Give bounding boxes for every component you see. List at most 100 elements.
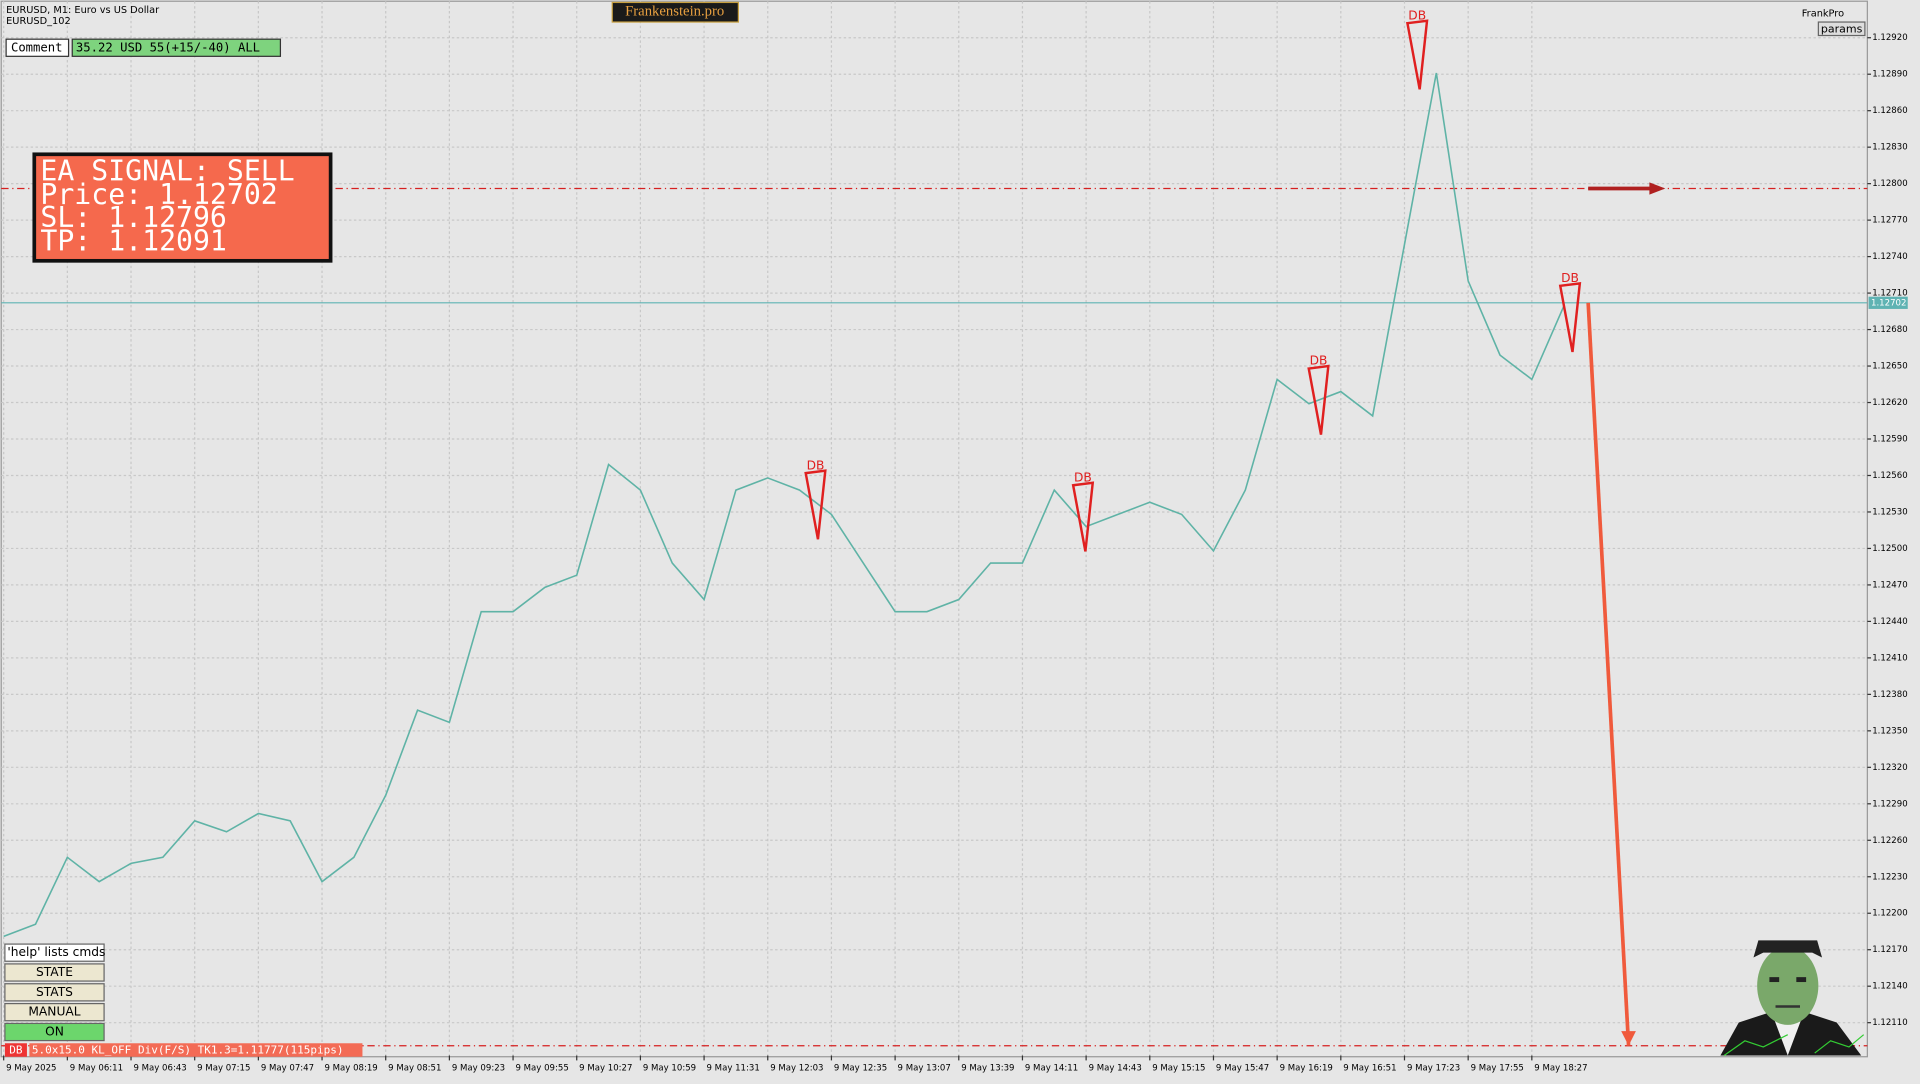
button-label[interactable]: STATS [36, 985, 73, 999]
x-tick-label: 9 May 13:39 [961, 1063, 1014, 1073]
signal-line: EA SIGNAL: SELL [40, 155, 294, 188]
signal-line: TP: 1.12091 [40, 224, 226, 257]
x-tick-label: 9 May 10:59 [643, 1063, 696, 1073]
brand-box [611, 1, 739, 23]
y-tick-label: 1.12200 [1872, 909, 1907, 919]
x-tick-label: 9 May 14:11 [1025, 1063, 1078, 1073]
signal-line: Price: 1.12702 [40, 178, 277, 211]
account: EURUSD_102 [6, 16, 71, 27]
mascot [1720, 940, 1865, 1057]
y-tick-label: 1.12230 [1872, 872, 1907, 882]
comment-box [71, 38, 282, 57]
y-tick-label: 1.12110 [1872, 1018, 1907, 1028]
plot-frame [0, 0, 1868, 1058]
price-line-series [3, 72, 1565, 938]
annotation: DB [1310, 354, 1328, 368]
x-tick-label: 9 May 13:07 [898, 1063, 951, 1073]
x-tick-label: 9 May 07:47 [261, 1063, 314, 1073]
y-tick-label: 1.12710 [1872, 289, 1907, 299]
annotation: DB [1561, 271, 1579, 285]
y-tick-label: 1.12380 [1872, 690, 1907, 700]
y-tick-label: 1.12140 [1872, 982, 1907, 992]
price-tag [1868, 296, 1908, 309]
x-tick-label: 9 May 14:43 [1089, 1063, 1142, 1073]
params-button[interactable] [1817, 21, 1866, 37]
x-tick-label: 9 May 11:31 [707, 1063, 760, 1073]
y-tick-label: 1.12920 [1872, 33, 1907, 43]
x-tick-label: 9 May 2025 [6, 1063, 56, 1073]
x-tick-label: 9 May 12:35 [834, 1063, 887, 1073]
y-tick-label: 1.12890 [1872, 70, 1907, 80]
y-tick-label: 1.12440 [1872, 617, 1907, 627]
button-label[interactable]: MANUAL [28, 1005, 80, 1019]
x-tick-label: 9 May 10:27 [579, 1063, 632, 1073]
button[interactable] [4, 1002, 105, 1022]
y-tick-label: 1.12740 [1872, 252, 1907, 262]
x-tick-label: 9 May 07:15 [197, 1063, 250, 1073]
status-tag: DB [9, 1044, 23, 1057]
x-tick-label: 9 May 08:51 [388, 1063, 441, 1073]
annotation: DB [1074, 470, 1092, 484]
y-tick-label: 1.12620 [1872, 398, 1907, 408]
y-tick-label: 1.12410 [1872, 653, 1907, 663]
forecast-arrow [1586, 302, 1631, 1046]
y-tick-label: 1.12530 [1872, 507, 1907, 517]
x-tick-label: 9 May 12:03 [770, 1063, 823, 1073]
button[interactable] [4, 983, 105, 1002]
y-tick-label: 1.12590 [1872, 435, 1907, 445]
forecast-arrow-head [1621, 1031, 1636, 1046]
y-tick-label: 1.12320 [1872, 763, 1907, 773]
y-tick-label: 1.12770 [1872, 216, 1907, 226]
signal-line: SL: 1.12796 [40, 201, 226, 234]
y-tick-label: 1.12500 [1872, 544, 1907, 554]
annotation-marker [1307, 364, 1330, 435]
annotation-marker [804, 469, 827, 540]
annotation-marker [1558, 281, 1582, 353]
button-label[interactable]: ON [45, 1025, 64, 1039]
x-tick-label: 9 May 06:11 [70, 1063, 123, 1073]
y-tick-label: 1.12680 [1872, 325, 1907, 335]
annotation-marker [1405, 19, 1429, 90]
y-tick-label: 1.12290 [1872, 799, 1907, 809]
button[interactable] [4, 1022, 105, 1042]
annotation: DB [807, 458, 825, 472]
x-tick-label: 9 May 16:19 [1280, 1063, 1333, 1073]
y-tick-label: 1.12170 [1872, 945, 1907, 955]
comment-label-box [5, 38, 70, 57]
price-tag-label: 1.12702 [1871, 298, 1906, 308]
x-tick-label: 9 May 16:51 [1343, 1063, 1396, 1073]
status-tag-box [4, 1043, 27, 1057]
x-tick-label: 9 May 09:55 [516, 1063, 569, 1073]
y-tick-label: 1.12650 [1872, 362, 1907, 372]
button [4, 943, 105, 962]
x-tick-label: 9 May 17:23 [1407, 1063, 1460, 1073]
y-tick-label: 1.12800 [1872, 179, 1907, 189]
y-tick-label: 1.12350 [1872, 726, 1907, 736]
sl-arrow-head [1649, 182, 1666, 195]
brand: Frankenstein.pro [625, 4, 724, 20]
symbol: EURUSD, M1: Euro vs US Dollar [6, 5, 160, 16]
y-tick-label: 1.12560 [1872, 471, 1907, 481]
status-text: 5.0x15.0 KL_OFF Div(F/S) TK1.3=1.11777(1… [32, 1044, 344, 1057]
y-tick-label: 1.12470 [1872, 580, 1907, 590]
x-tick-label: 9 May 15:15 [1152, 1063, 1205, 1073]
x-tick-label: 9 May 06:43 [133, 1063, 186, 1073]
params-label[interactable]: params [1821, 22, 1863, 35]
annotation-marker [1071, 481, 1095, 552]
button-label: 'help' lists cmds [7, 945, 105, 959]
x-tick-label: 9 May 15:47 [1216, 1063, 1269, 1073]
x-tick-label: 9 May 18:27 [1534, 1063, 1587, 1073]
y-tick-label: 1.12830 [1872, 143, 1907, 153]
status-box [29, 1043, 363, 1057]
x-tick-label: 9 May 17:55 [1471, 1063, 1524, 1073]
y-tick-label: 1.12260 [1872, 836, 1907, 846]
comment-label: Comment [11, 40, 63, 54]
x-tick-label: 9 May 09:23 [452, 1063, 505, 1073]
button[interactable] [4, 963, 105, 982]
button-label[interactable]: STATE [36, 965, 73, 979]
comment-value: 35.22 USD 55(+15/-40) ALL [76, 40, 260, 54]
y-tick-label: 1.12860 [1872, 106, 1907, 116]
annotation: DB [1408, 8, 1426, 22]
